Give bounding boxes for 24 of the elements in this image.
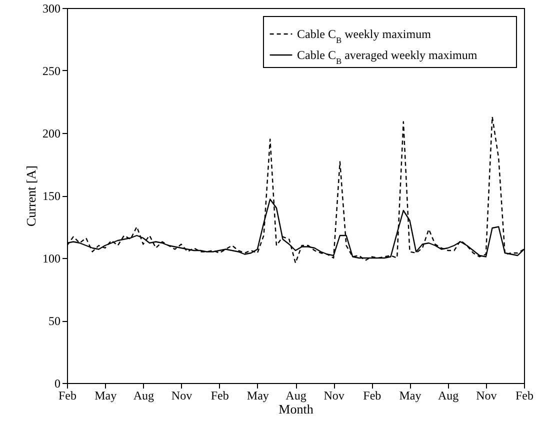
x-tick-label: May bbox=[399, 388, 422, 402]
x-tick-label: Feb bbox=[516, 388, 534, 402]
y-tick-label: 50 bbox=[48, 314, 60, 328]
x-tick-label: Nov bbox=[476, 388, 497, 402]
y-tick-label: 100 bbox=[42, 252, 60, 266]
x-tick-label: Aug bbox=[286, 388, 306, 402]
x-tick-label: Aug bbox=[133, 388, 154, 402]
y-tick-label: 250 bbox=[42, 64, 60, 78]
x-tick-label: Nov bbox=[171, 388, 192, 402]
x-tick-label: May bbox=[94, 388, 117, 402]
x-axis-title: Month bbox=[278, 402, 314, 416]
x-tick-label: May bbox=[246, 388, 269, 402]
y-tick-label: 300 bbox=[42, 2, 60, 16]
x-tick-label: Aug bbox=[438, 388, 459, 402]
x-tick-label: Feb bbox=[363, 388, 382, 402]
y-tick-label: 200 bbox=[42, 126, 60, 140]
legend-label: Cable C$_{B}$ weekly maximum bbox=[297, 27, 432, 44]
x-tick-label: Feb bbox=[58, 388, 76, 402]
y-tick-label: 150 bbox=[42, 189, 60, 203]
y-axis-title: Current [A] bbox=[24, 165, 38, 227]
x-tick-label: Feb bbox=[210, 388, 229, 402]
x-tick-label: Nov bbox=[324, 388, 344, 402]
y-tick-label: 0 bbox=[54, 376, 60, 390]
legend-label: Cable C$_{B}$ averaged weekly maximum bbox=[297, 48, 478, 66]
